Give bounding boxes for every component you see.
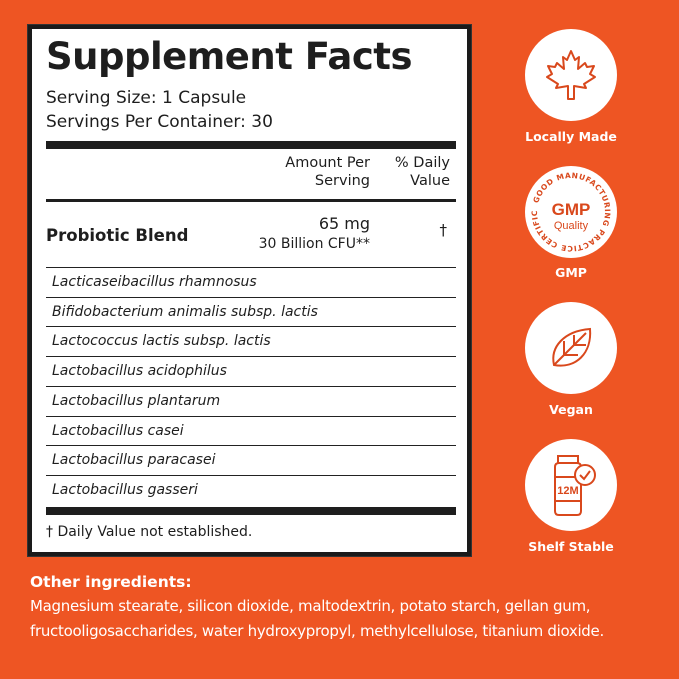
blend-name: Probiotic Blend	[46, 226, 189, 245]
strain-row: Lactobacillus paracasei	[46, 445, 456, 475]
supplement-facts-panel: Supplement Facts Serving Size: 1 Capsule…	[27, 24, 472, 557]
thick-divider	[46, 141, 456, 149]
strain-row: Lactobacillus acidophilus	[46, 356, 456, 386]
leaf-icon	[552, 327, 592, 367]
strain-row: Lacticaseibacillus rhamnosus	[46, 267, 456, 297]
servings-per-container: Servings Per Container: 30	[46, 112, 273, 132]
serving-size: Serving Size: 1 Capsule	[46, 88, 247, 108]
amount-per-serving-header: Amount Per Serving	[285, 154, 370, 190]
strain-row: Lactobacillus gasseri	[46, 474, 456, 505]
badge-vegan	[525, 302, 617, 394]
strain-row: Lactobacillus casei	[46, 415, 456, 446]
panel-title: Supplement Facts	[46, 35, 413, 78]
badge-label: GMP	[555, 265, 587, 280]
blend-cfu: 30 Billion CFU**	[258, 236, 370, 252]
header-line: Value	[410, 173, 450, 189]
strain-row: Lactococcus lactis subsp. lactis	[46, 326, 456, 356]
other-ingredients-line: fructooligosaccharides, water hydroxypro…	[30, 622, 604, 640]
badge-label: Locally Made	[525, 129, 617, 144]
maple-leaf-icon	[546, 50, 596, 100]
badge-label: Shelf Stable	[528, 539, 614, 554]
other-ingredients-heading: Other ingredients:	[30, 573, 192, 591]
footnote: † Daily Value not established.	[46, 524, 253, 540]
badge-locally-made	[525, 29, 617, 121]
header-line: Serving	[314, 173, 370, 189]
strain-row: Lactobacillus plantarum	[46, 385, 456, 416]
bottle-check-icon: 12M	[554, 455, 596, 516]
thick-divider	[46, 507, 456, 515]
divider	[46, 199, 456, 202]
blend-daily-value: †	[439, 221, 448, 239]
svg-text:12M: 12M	[557, 485, 578, 497]
badge-shelf-stable: 12M	[525, 439, 617, 531]
badge-gmp: GOOD MANUFACTURING PRACTICE CERTIFICATIO…	[525, 166, 617, 258]
svg-text:GMP: GMP	[552, 200, 591, 219]
header-line: Amount Per	[285, 155, 370, 171]
other-ingredients-line: Magnesium stearate, silicon dioxide, mal…	[30, 597, 591, 615]
badge-label: Vegan	[549, 402, 593, 417]
header-line: % Daily	[394, 155, 450, 171]
daily-value-header: % Daily Value	[395, 154, 450, 190]
strain-row: Bifidobacterium animalis subsp. lactis	[46, 296, 456, 327]
blend-amount: 65 mg	[318, 214, 370, 233]
gmp-seal-icon: GOOD MANUFACTURING PRACTICE CERTIFICATIO…	[527, 168, 612, 253]
svg-text:Quality: Quality	[554, 220, 589, 232]
